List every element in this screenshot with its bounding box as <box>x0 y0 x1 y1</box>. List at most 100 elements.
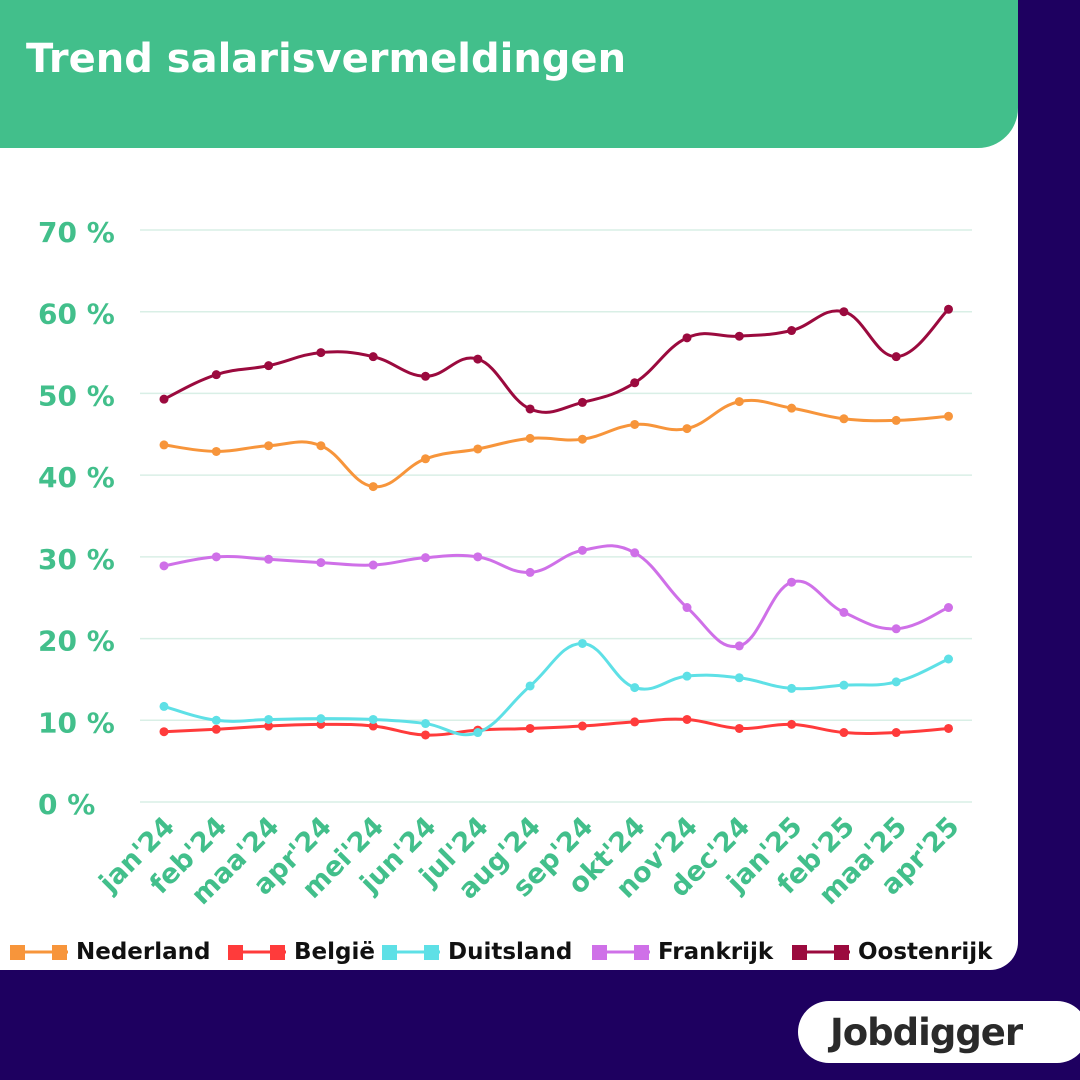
y-tick-label: 40 % <box>38 461 115 494</box>
data-point <box>264 441 274 451</box>
y-tick-label: 30 % <box>38 543 115 576</box>
data-point <box>211 552 221 562</box>
legend-item: België <box>228 934 375 970</box>
data-point <box>473 354 483 364</box>
data-point <box>891 415 901 425</box>
data-point <box>734 331 744 341</box>
data-point <box>421 454 430 464</box>
legend-item: Nederland <box>10 934 211 970</box>
series-line <box>163 641 950 737</box>
data-point <box>264 721 274 731</box>
data-point <box>944 723 953 733</box>
data-point <box>368 560 378 570</box>
line-chart: 0 % 10 % 20 % 30 % 40 % 50 % 60 % 70 % jan'24fe… <box>38 216 972 911</box>
legend-label: Nederland <box>76 939 211 965</box>
data-point <box>839 414 849 424</box>
data-point <box>891 677 901 687</box>
data-point <box>421 719 430 729</box>
data-point <box>891 352 901 362</box>
data-point <box>682 671 692 681</box>
data-point <box>839 728 849 738</box>
data-point <box>839 680 849 690</box>
y-tick-label: 0 % <box>38 788 95 821</box>
data-point <box>159 727 169 737</box>
legend-label: België <box>294 939 375 965</box>
y-tick-label: 10 % <box>38 706 115 739</box>
data-point <box>630 548 640 558</box>
data-point <box>316 441 326 451</box>
series-line <box>163 717 949 737</box>
legend-label: Frankrijk <box>658 939 774 965</box>
legend-item: Duitsland <box>382 934 572 970</box>
data-point <box>787 326 797 336</box>
data-point <box>787 719 797 729</box>
data-point <box>525 567 535 577</box>
data-point <box>264 361 274 371</box>
y-tick-label: 70 % <box>38 216 115 249</box>
data-point <box>525 404 535 414</box>
chart-card: Trend salarisvermeldingen 0 % 10 % 20 % 30 … <box>0 0 1018 970</box>
data-point <box>682 714 692 724</box>
series-line <box>163 544 950 649</box>
data-point <box>368 352 378 362</box>
data-point <box>473 552 483 562</box>
data-point <box>368 721 378 731</box>
data-point <box>944 411 953 421</box>
data-point <box>787 577 797 587</box>
series-frankrijk <box>159 544 953 651</box>
legend-marker-icon <box>10 945 68 960</box>
data-point <box>839 307 849 317</box>
data-point <box>787 683 797 693</box>
legend-marker-icon <box>592 945 650 960</box>
legend-label: Duitsland <box>448 939 573 965</box>
data-point <box>630 683 640 693</box>
data-point <box>944 654 953 664</box>
data-point <box>734 397 744 407</box>
legend-marker-icon <box>228 945 286 960</box>
data-point <box>577 434 587 444</box>
data-point <box>891 624 901 634</box>
data-point <box>787 403 797 413</box>
data-point <box>159 561 169 571</box>
legend-marker-icon <box>792 945 850 960</box>
data-point <box>577 397 587 407</box>
series-lines <box>159 304 953 740</box>
title-banner: Trend salarisvermeldingen <box>0 0 1018 148</box>
data-point <box>211 715 221 725</box>
data-point <box>421 553 430 563</box>
x-axis-ticks: jan'24feb'24maa'24apr'24mei'24jun'24jul'… <box>93 811 966 911</box>
data-point <box>159 394 169 404</box>
series-belgie <box>159 714 953 740</box>
legend: Nederland België Duitsland Frankrijk Oostenr… <box>10 934 1010 970</box>
data-point <box>577 638 587 648</box>
data-point <box>734 673 744 683</box>
y-tick-label: 60 % <box>38 298 115 331</box>
data-point <box>473 444 483 454</box>
data-point <box>734 723 744 733</box>
data-point <box>630 717 640 727</box>
data-point <box>944 304 953 314</box>
data-point <box>264 554 274 564</box>
data-point <box>682 603 692 613</box>
data-point <box>264 714 274 724</box>
legend-item: Frankrijk <box>592 934 773 970</box>
data-point <box>368 714 378 724</box>
data-point <box>159 701 169 711</box>
data-point <box>316 348 326 358</box>
data-point <box>211 370 221 380</box>
logo-badge: Jobdigger <box>798 1001 1080 1063</box>
series-duitsland <box>159 638 953 738</box>
y-tick-label: 20 % <box>38 625 115 658</box>
legend-label: Oostenrijk <box>858 939 993 965</box>
data-point <box>316 714 326 724</box>
data-point <box>316 558 326 568</box>
data-point <box>734 641 744 651</box>
data-point <box>630 378 640 388</box>
y-axis-ticks: 0 % 10 % 20 % 30 % 40 % 50 % 60 % 70 % <box>38 216 115 821</box>
legend-item: Oostenrijk <box>792 934 992 970</box>
data-point <box>891 728 901 738</box>
data-point <box>630 419 640 429</box>
data-point <box>682 424 692 434</box>
jobdigger-logo: Jobdigger <box>830 1010 1023 1054</box>
data-point <box>525 681 535 691</box>
